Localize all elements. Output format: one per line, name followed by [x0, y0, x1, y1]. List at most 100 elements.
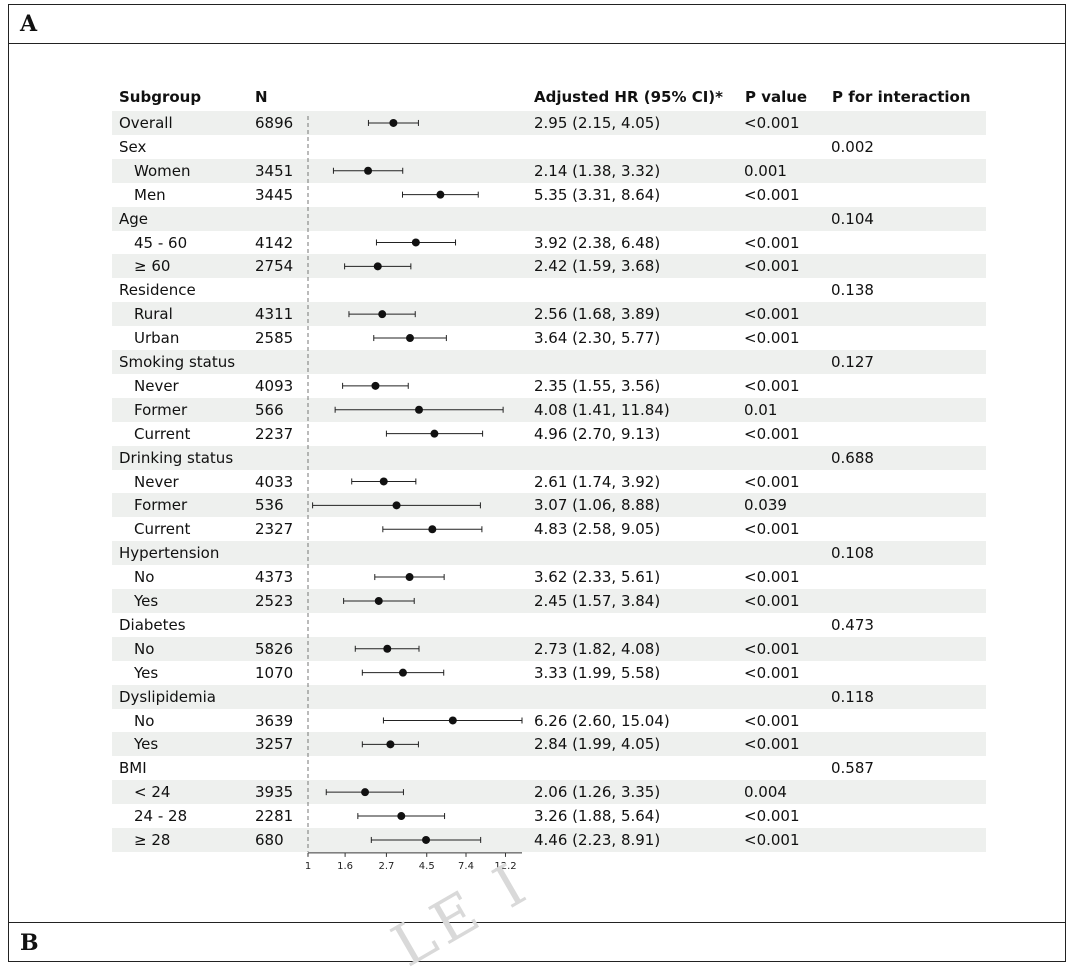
row-group-label: Drinking status — [119, 448, 234, 467]
table-row: Smoking status 0.127 — [112, 350, 986, 374]
row-subgroup-label: Current — [134, 520, 191, 539]
header-p-value: P value — [745, 88, 808, 106]
row-subgroup-label: Men — [134, 185, 166, 204]
row-subgroup-label: Former — [134, 400, 188, 419]
row-hr-ci: 3.33 (1.99, 5.58) — [534, 663, 661, 682]
row-subgroup-label: Never — [134, 376, 179, 395]
table-row: Age 0.104 — [112, 206, 986, 231]
table-row: Former 566 4.08 (1.41, 11.84) 0.01 — [112, 397, 986, 422]
row-subgroup-label: ≥ 28 — [134, 831, 171, 849]
row-p-value: <0.001 — [744, 472, 800, 491]
row-subgroup-label: Urban — [134, 329, 180, 348]
table-row: BMI 0.587 — [112, 756, 986, 780]
table-row: Drinking status 0.688 — [112, 445, 986, 470]
table-row: Urban 2585 3.64 (2.30, 5.77) <0.001 — [112, 326, 986, 350]
hr-point — [361, 788, 370, 797]
hr-point — [398, 668, 407, 677]
row-hr-ci: 4.83 (2.58, 9.05) — [534, 520, 661, 539]
row-group-label: Residence — [119, 281, 196, 300]
row-hr-ci: 6.26 (2.60, 15.04) — [534, 711, 670, 730]
hr-point — [430, 429, 439, 438]
row-n: 566 — [255, 400, 284, 419]
row-hr-ci: 2.35 (1.55, 3.56) — [534, 376, 661, 395]
table-row: Yes 2523 2.45 (1.57, 3.84) <0.001 — [112, 589, 986, 613]
hr-point — [386, 740, 395, 749]
x-tick-label: 1 — [305, 861, 311, 872]
row-p-value: 0.004 — [744, 783, 787, 802]
row-group-label: Hypertension — [119, 544, 220, 563]
row-hr-ci: 3.62 (2.33, 5.61) — [534, 568, 661, 587]
row-hr-ci: 2.73 (1.82, 4.08) — [534, 639, 661, 658]
x-tick-label: 4.5 — [419, 861, 435, 872]
header-n: N — [255, 88, 268, 106]
row-group-label: Age — [119, 209, 149, 228]
table-row: Current 2237 4.96 (2.70, 9.13) <0.001 — [112, 422, 986, 446]
row-p-value: <0.001 — [744, 329, 800, 348]
table-row: Women 3451 2.14 (1.38, 3.32) 0.001 — [112, 158, 986, 183]
row-p-interaction: 0.002 — [831, 137, 874, 156]
header-p-interaction: P for interaction — [832, 88, 971, 106]
row-hr-ci: 4.08 (1.41, 11.84) — [534, 400, 670, 419]
row-p-interaction: 0.587 — [831, 759, 874, 778]
x-tick-label: 1.6 — [337, 861, 353, 872]
hr-point — [428, 525, 437, 534]
row-subgroup-label: 24 - 28 — [134, 807, 188, 826]
figure-frame — [8, 4, 1066, 962]
row-subgroup-label: No — [134, 568, 155, 587]
row-subgroup-label: < 24 — [134, 783, 171, 802]
hr-point — [448, 716, 457, 725]
row-subgroup-label: Women — [134, 161, 191, 180]
table-row: Yes 3257 2.84 (1.99, 4.05) <0.001 — [112, 732, 986, 757]
table-row: No 4373 3.62 (2.33, 5.61) <0.001 — [112, 565, 986, 589]
header-hr: Adjusted HR (95% CI)* — [534, 88, 723, 106]
table-row: Dyslipidemia 0.118 — [112, 684, 986, 709]
table-row: < 24 3935 2.06 (1.26, 3.35) 0.004 — [112, 780, 986, 805]
row-p-interaction: 0.473 — [831, 615, 874, 634]
row-subgroup-label: Yes — [134, 663, 159, 682]
header-subgroup: Subgroup — [119, 88, 202, 106]
hr-point — [392, 501, 401, 510]
row-subgroup-label: Rural — [134, 305, 173, 324]
row-n: 4373 — [255, 568, 294, 587]
row-subgroup-label: ≥ 60 — [134, 257, 171, 276]
row-p-value: <0.001 — [744, 735, 800, 754]
row-n: 2327 — [255, 520, 294, 539]
row-hr-ci: 2.14 (1.38, 3.32) — [534, 161, 661, 180]
row-p-value: <0.001 — [744, 663, 800, 682]
table-row: Sex 0.002 — [112, 135, 986, 159]
table-row: No 5826 2.73 (1.82, 4.08) <0.001 — [112, 636, 986, 661]
row-hr-ci: 3.26 (1.88, 5.64) — [534, 807, 661, 826]
hr-point — [411, 238, 420, 247]
table-row: Current 2327 4.83 (2.58, 9.05) <0.001 — [112, 517, 986, 541]
hr-point — [379, 477, 388, 486]
hr-point — [422, 835, 431, 844]
row-n: 536 — [255, 496, 284, 515]
row-n: 2523 — [255, 592, 294, 610]
table-row: Diabetes 0.473 — [112, 613, 986, 637]
row-subgroup-label: Yes — [134, 592, 159, 610]
row-hr-ci: 2.56 (1.68, 3.89) — [534, 305, 661, 324]
row-n: 4142 — [255, 233, 294, 252]
row-n: 1070 — [255, 663, 294, 682]
row-n: 5826 — [255, 639, 294, 658]
row-p-value: <0.001 — [744, 711, 800, 730]
row-n: 4033 — [255, 472, 294, 491]
row-hr-ci: 3.07 (1.06, 8.88) — [534, 496, 661, 515]
row-hr-ci: 2.06 (1.26, 3.35) — [534, 783, 661, 802]
table-row: Hypertension 0.108 — [112, 541, 986, 566]
hr-point — [364, 166, 373, 175]
hr-point — [378, 310, 387, 319]
hr-point — [405, 573, 414, 582]
row-p-value: <0.001 — [744, 424, 800, 443]
table-row: Yes 1070 3.33 (1.99, 5.58) <0.001 — [112, 661, 986, 685]
panel-b-header: B — [8, 922, 1066, 962]
hr-point — [374, 596, 383, 605]
row-n: 2281 — [255, 807, 294, 826]
row-hr-ci: 2.84 (1.99, 4.05) — [534, 735, 661, 754]
row-p-interaction: 0.688 — [831, 448, 874, 467]
panel-a-header: A — [8, 4, 1066, 44]
row-p-value: 0.039 — [744, 496, 787, 515]
row-n: 3445 — [255, 185, 294, 204]
row-n: 2237 — [255, 424, 294, 443]
